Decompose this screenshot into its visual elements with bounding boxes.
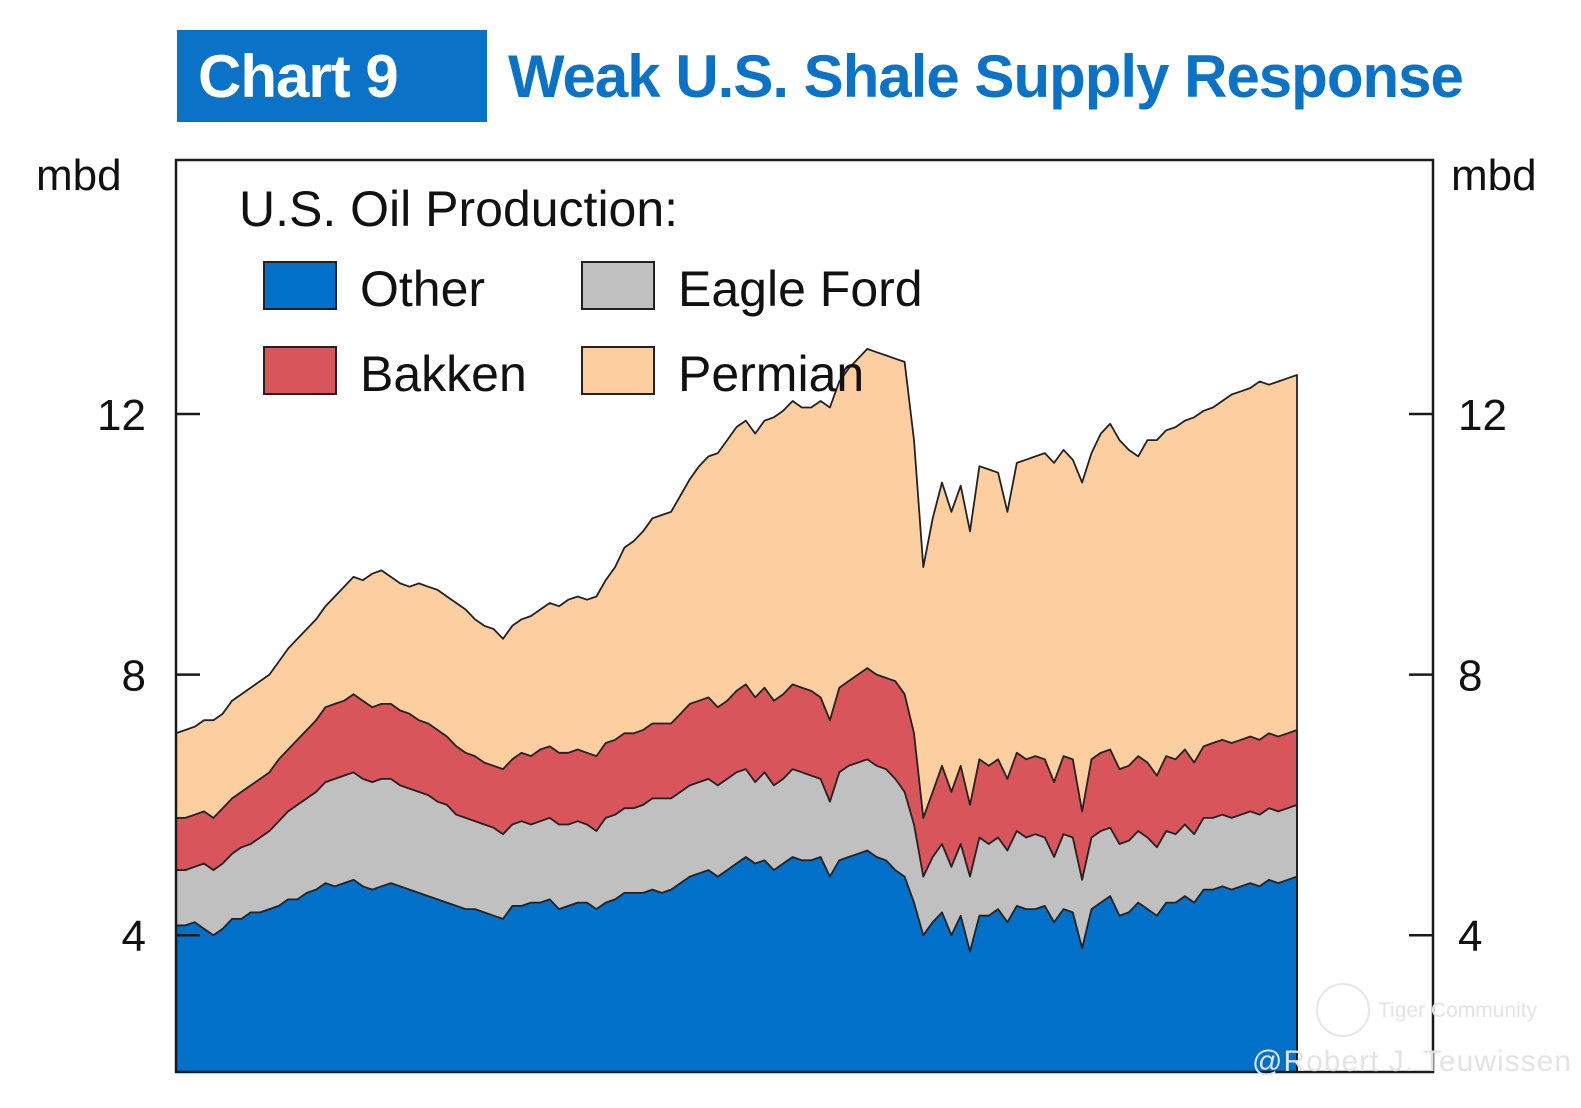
chart-title: Weak U.S. Shale Supply Response	[508, 43, 1464, 110]
y-tick-label-left-12: 12	[97, 391, 146, 440]
legend-label-other: Other	[360, 261, 485, 317]
legend-swatch-eagle-ford	[581, 261, 655, 310]
legend: U.S. Oil Production: Other Eagle Ford Bakk…	[239, 181, 923, 402]
boundary-line-permian	[175, 348, 1298, 1072]
legend-swatch-other	[263, 261, 337, 310]
y-unit-right: mbd	[1451, 151, 1537, 200]
tiger-logo-icon	[1316, 983, 1370, 1037]
legend-label-eagle-ford: Eagle Ford	[678, 261, 923, 317]
plot-frame	[174, 158, 1435, 1074]
chart-number-box	[177, 30, 487, 122]
boundary-line-eagle-ford	[175, 758, 1298, 1072]
legend-swatch-permian	[581, 346, 655, 395]
watermark: Tiger Community @Robert J. Teuwissen	[1252, 983, 1571, 1083]
legend-title: U.S. Oil Production:	[239, 181, 678, 237]
y-unit-left: mbd	[36, 151, 122, 200]
y-tick-label-left-4: 4	[122, 912, 146, 961]
y-axis-ticks: 4 4 8 8 12 12	[97, 391, 1507, 961]
y-tick-label-right-8: 8	[1458, 652, 1482, 701]
watermark-community: Tiger Community	[1378, 999, 1538, 1022]
legend-label-bakken: Bakken	[360, 346, 527, 402]
y-tick-label-left-8: 8	[122, 652, 146, 701]
boundary-line-bakken	[175, 667, 1298, 1072]
legend-label-permian: Permian	[678, 346, 864, 402]
boundary-line-other	[175, 849, 1298, 1072]
watermark-author: @Robert J. Teuwissen	[1252, 1045, 1573, 1078]
legend-swatch-bakken	[263, 346, 337, 395]
y-tick-label-right-12: 12	[1458, 391, 1507, 440]
chart-number-label: Chart 9	[198, 43, 399, 110]
stacked-areas	[175, 348, 1298, 1072]
area-other	[176, 850, 1297, 1072]
y-tick-label-right-4: 4	[1458, 912, 1482, 961]
